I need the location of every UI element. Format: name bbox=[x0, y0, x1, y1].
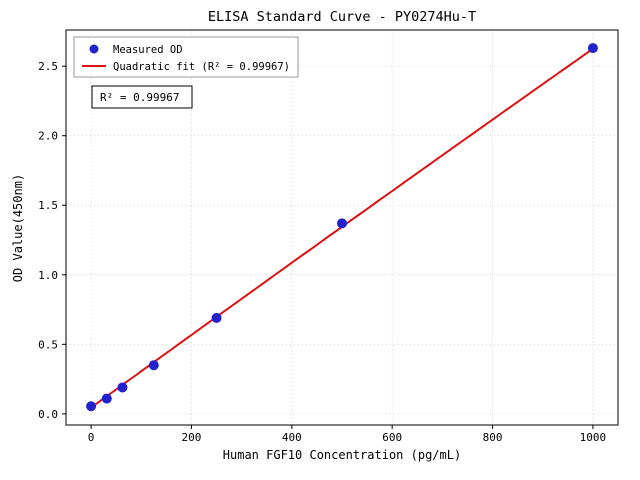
x-tick-label: 400 bbox=[282, 431, 302, 444]
y-tick-label: 0.5 bbox=[38, 338, 58, 351]
data-point bbox=[117, 382, 128, 393]
y-axis-label: OD Value(450nm) bbox=[11, 174, 25, 282]
data-point bbox=[86, 401, 97, 412]
y-tick-label: 1.0 bbox=[38, 269, 58, 282]
y-tick-label: 2.0 bbox=[38, 130, 58, 143]
annotation-box bbox=[91, 85, 193, 109]
legend-marker-measured-od bbox=[89, 44, 99, 54]
x-tick-label: 1000 bbox=[580, 431, 607, 444]
tick-marks bbox=[62, 65, 594, 429]
annotation-text: R² = 0.99967 bbox=[100, 91, 179, 104]
x-axis-label: Human FGF10 Concentration (pg/mL) bbox=[223, 448, 461, 462]
plot-border bbox=[65, 29, 619, 426]
data-point bbox=[148, 360, 159, 371]
x-tick-label: 200 bbox=[182, 431, 202, 444]
legend-box bbox=[73, 36, 299, 78]
data-point bbox=[337, 218, 347, 229]
y-tick-label: 1.5 bbox=[38, 199, 58, 212]
tick-labels: 0 200 400 600 800 1000 0.0 0.5 1.0 1.5 2.0 2.5 bbox=[38, 60, 606, 444]
data-point bbox=[211, 312, 222, 323]
measured-od-points bbox=[86, 43, 598, 412]
legend-label-quadratic-fit: Quadratic fit (R² = 0.99967) bbox=[113, 61, 290, 73]
data-point bbox=[101, 393, 112, 404]
y-tick-label: 0.0 bbox=[38, 408, 58, 421]
r-squared-annotation: R² = 0.99967 bbox=[91, 85, 193, 109]
x-tick-label: 800 bbox=[483, 431, 503, 444]
x-tick-label: 600 bbox=[382, 431, 402, 444]
y-tick-label: 2.5 bbox=[38, 60, 58, 73]
data-point bbox=[587, 43, 598, 54]
legend-label-measured-od: Measured OD bbox=[113, 44, 183, 56]
chart-title: ELISA Standard Curve - PY0274Hu-T bbox=[208, 9, 476, 25]
legend: Measured OD Quadratic fit (R² = 0.99967) bbox=[73, 36, 299, 78]
x-tick-label: 0 bbox=[88, 431, 95, 444]
